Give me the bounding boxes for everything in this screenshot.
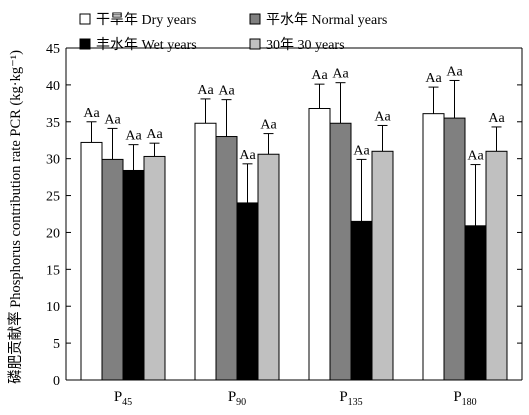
bar bbox=[257, 153, 280, 381]
y-tick-label: 10 bbox=[46, 300, 60, 315]
significance-label: Aa bbox=[425, 71, 442, 86]
x-tick-label: P180 bbox=[453, 389, 476, 408]
x-tick-label-sub: 135 bbox=[348, 397, 363, 408]
x-tick-label-sub: 180 bbox=[462, 397, 477, 408]
legend-label: 干旱年 Dry years bbox=[96, 12, 196, 28]
legend-label: 丰水年 Wet years bbox=[96, 37, 197, 53]
bar bbox=[122, 169, 145, 381]
y-tick-label: 20 bbox=[46, 226, 60, 241]
significance-label: Aa bbox=[332, 67, 349, 82]
legend: 干旱年 Dry years 平水年 Normal years 丰水年 Wet yea… bbox=[79, 12, 387, 53]
x-tick-label-main: P bbox=[114, 389, 122, 405]
significance-label: Aa bbox=[446, 64, 463, 79]
legend-swatch bbox=[79, 38, 91, 50]
y-tick-label: 30 bbox=[46, 153, 60, 168]
x-tick-label-main: P bbox=[228, 389, 236, 405]
bar bbox=[215, 136, 238, 381]
bar bbox=[101, 158, 124, 381]
bar bbox=[236, 202, 259, 381]
x-tick-label-main: P bbox=[453, 389, 461, 405]
significance-label: Aa bbox=[374, 109, 391, 124]
y-tick-label: 25 bbox=[46, 190, 60, 205]
significance-label: Aa bbox=[467, 149, 484, 164]
significance-label: Aa bbox=[488, 111, 505, 126]
bar bbox=[485, 150, 508, 381]
x-tick-label-sub: 45 bbox=[122, 397, 132, 408]
y-axis-label: 磷肥贡献率 Phosphorus contribution rate PCR (… bbox=[7, 50, 24, 384]
x-tick-label: P45 bbox=[114, 389, 132, 408]
legend-swatch bbox=[249, 38, 261, 50]
y-tick-label: 40 bbox=[46, 79, 60, 94]
significance-label: Aa bbox=[125, 129, 142, 144]
bar bbox=[371, 150, 394, 381]
x-tick-label-sub: 90 bbox=[236, 397, 246, 408]
legend-swatch bbox=[249, 13, 261, 25]
bar bbox=[194, 122, 217, 381]
significance-label: Aa bbox=[197, 83, 214, 98]
bar bbox=[422, 113, 445, 381]
legend-swatch bbox=[79, 13, 91, 25]
significance-label: Aa bbox=[311, 68, 328, 83]
significance-label: Aa bbox=[218, 84, 235, 99]
bar bbox=[80, 141, 103, 381]
significance-label: Aa bbox=[260, 118, 277, 133]
significance-label: Aa bbox=[353, 143, 370, 158]
bar bbox=[443, 117, 466, 381]
bar bbox=[143, 155, 166, 381]
bar bbox=[308, 107, 331, 381]
significance-label: Aa bbox=[104, 112, 121, 127]
y-tick-label: 0 bbox=[53, 374, 60, 389]
y-tick-label: 15 bbox=[46, 263, 60, 278]
significance-label: Aa bbox=[146, 127, 163, 142]
y-tick-label: 35 bbox=[46, 116, 60, 131]
legend-label: 平水年 Normal years bbox=[266, 12, 387, 28]
x-tick-label: P90 bbox=[228, 389, 246, 408]
significance-label: Aa bbox=[83, 106, 100, 121]
x-tick-label: P135 bbox=[339, 389, 362, 408]
bar bbox=[464, 225, 487, 381]
significance-label: Aa bbox=[239, 148, 256, 163]
y-tick-label: 5 bbox=[53, 337, 60, 352]
legend-label: 30年 30 years bbox=[266, 37, 345, 53]
bar bbox=[329, 122, 352, 381]
x-tick-label-main: P bbox=[339, 389, 347, 405]
y-tick-label: 45 bbox=[46, 42, 60, 57]
bar bbox=[350, 220, 373, 381]
